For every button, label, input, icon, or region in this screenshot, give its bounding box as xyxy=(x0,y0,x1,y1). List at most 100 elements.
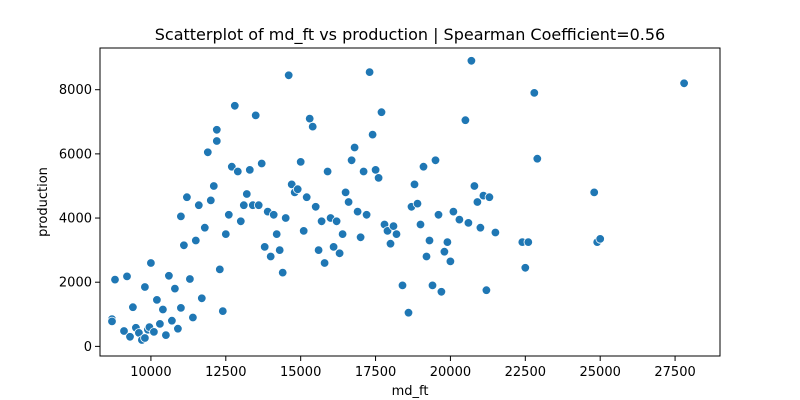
data-point-73 xyxy=(316,216,327,227)
data-point-20 xyxy=(164,271,174,281)
data-point-131 xyxy=(532,153,543,164)
data-point-125 xyxy=(484,192,495,202)
data-point-112 xyxy=(439,246,450,257)
x-tick-label-4: 20000 xyxy=(430,365,471,380)
x-tick-label-6: 25000 xyxy=(580,365,621,380)
data-point-116 xyxy=(454,214,465,225)
data-point-53 xyxy=(257,158,267,169)
data-point-80 xyxy=(337,229,348,239)
y-axis-ticks: 0 2000 4000 6000 8000 xyxy=(59,83,100,355)
data-point-2 xyxy=(110,274,120,285)
data-point-56 xyxy=(266,251,276,262)
x-tick-label-5: 22500 xyxy=(505,365,546,380)
data-point-77 xyxy=(328,242,339,252)
data-point-128 xyxy=(520,263,531,273)
data-point-134 xyxy=(595,234,605,244)
y-tick-label-2: 4000 xyxy=(59,212,92,227)
x-tick-label-7: 27500 xyxy=(654,365,695,380)
data-point-108 xyxy=(427,280,438,291)
data-point-74 xyxy=(319,258,330,268)
data-point-38 xyxy=(212,136,222,146)
data-point-92 xyxy=(373,173,384,183)
data-point-32 xyxy=(197,293,207,304)
data-point-45 xyxy=(233,166,243,177)
data-point-83 xyxy=(346,155,357,166)
x-tick-label-0: 10000 xyxy=(130,365,171,380)
data-point-118 xyxy=(463,218,474,228)
data-point-46 xyxy=(236,216,246,227)
data-point-14 xyxy=(146,258,156,268)
data-point-70 xyxy=(308,121,318,132)
data-point-36 xyxy=(209,181,219,191)
data-point-91 xyxy=(370,165,381,175)
data-point-96 xyxy=(385,238,396,249)
data-point-130 xyxy=(529,88,540,98)
plot-area xyxy=(99,47,721,357)
data-point-102 xyxy=(409,179,420,190)
data-point-84 xyxy=(349,142,360,153)
data-point-104 xyxy=(415,219,426,230)
data-point-35 xyxy=(206,195,216,206)
data-point-33 xyxy=(200,222,210,233)
data-point-44 xyxy=(230,101,240,111)
data-point-28 xyxy=(185,274,195,284)
data-point-25 xyxy=(176,303,186,313)
data-point-88 xyxy=(361,210,372,220)
data-point-86 xyxy=(355,232,366,243)
data-point-17 xyxy=(155,319,165,329)
data-point-26 xyxy=(179,240,189,251)
data-point-1 xyxy=(107,316,117,327)
data-point-89 xyxy=(364,67,375,77)
data-point-93 xyxy=(376,107,387,117)
data-point-10 xyxy=(140,282,150,292)
data-point-85 xyxy=(352,206,363,217)
data-point-48 xyxy=(242,189,252,199)
data-point-61 xyxy=(281,213,291,223)
data-point-6 xyxy=(128,302,138,312)
data-point-11 xyxy=(140,333,150,343)
data-point-59 xyxy=(275,245,285,255)
data-point-113 xyxy=(442,237,453,247)
x-tick-label-1: 12500 xyxy=(205,365,246,380)
data-point-49 xyxy=(245,165,255,175)
x-tick-label-3: 17500 xyxy=(355,365,396,380)
data-point-117 xyxy=(460,115,471,125)
data-point-71 xyxy=(311,202,321,212)
data-point-27 xyxy=(182,192,192,202)
data-point-66 xyxy=(296,157,306,167)
data-point-97 xyxy=(388,221,399,231)
data-point-41 xyxy=(221,229,231,239)
y-tick-label-3: 6000 xyxy=(59,147,92,162)
y-tick-label-1: 2000 xyxy=(59,276,92,291)
y-tick-label-4: 8000 xyxy=(59,83,92,98)
data-point-29 xyxy=(188,312,198,323)
data-point-110 xyxy=(433,210,444,220)
data-points xyxy=(107,56,689,345)
x-axis-label: md_ft xyxy=(392,384,429,399)
data-point-5 xyxy=(125,332,135,342)
data-point-47 xyxy=(239,200,249,210)
data-point-115 xyxy=(448,206,459,217)
data-point-135 xyxy=(679,78,689,89)
data-point-69 xyxy=(305,113,315,124)
x-axis-ticks: 10000 12500 15000 17500 20000 22500 25000 27500 xyxy=(130,356,696,380)
data-point-103 xyxy=(412,198,423,209)
data-point-114 xyxy=(445,256,456,267)
data-point-54 xyxy=(260,242,270,252)
data-point-52 xyxy=(254,200,264,210)
data-point-65 xyxy=(293,184,303,194)
data-point-107 xyxy=(424,235,435,246)
data-point-16 xyxy=(152,295,162,305)
data-point-42 xyxy=(224,210,234,220)
data-point-22 xyxy=(170,283,180,294)
data-point-37 xyxy=(212,125,222,135)
data-point-34 xyxy=(203,147,213,158)
data-point-119 xyxy=(466,56,477,66)
data-point-57 xyxy=(269,210,279,220)
data-point-39 xyxy=(215,264,225,275)
data-point-68 xyxy=(302,192,312,202)
data-point-31 xyxy=(194,200,204,210)
data-point-18 xyxy=(158,304,168,315)
data-point-24 xyxy=(176,211,186,222)
